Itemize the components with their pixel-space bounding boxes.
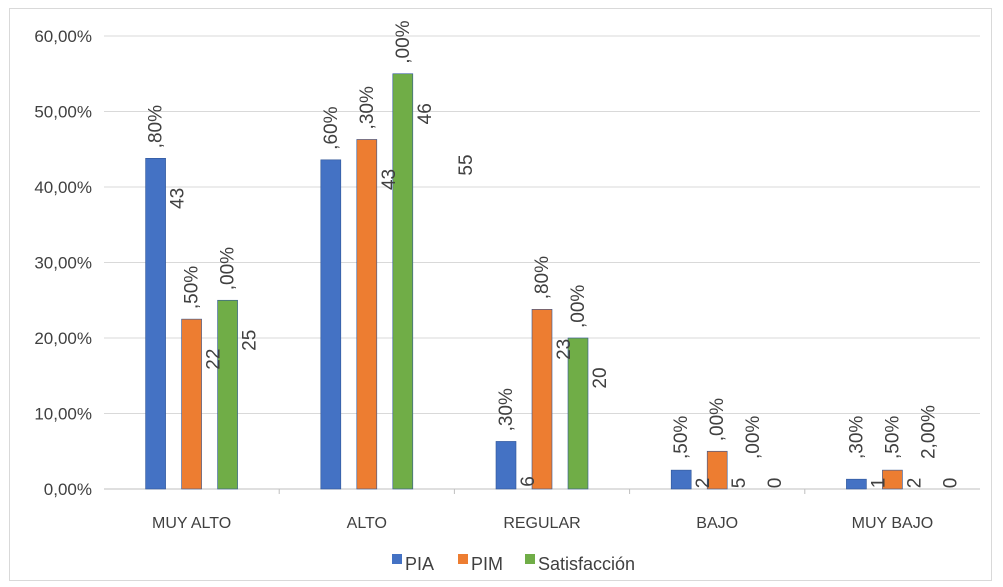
data-label: ,50%: [882, 416, 903, 459]
data-label: 6: [518, 476, 539, 487]
data-label: ,30%: [357, 86, 378, 129]
gridlines: [104, 35, 980, 490]
data-label: 5: [729, 478, 750, 489]
bar-pia-2: [495, 441, 517, 490]
bar-satisfacción-1: [392, 73, 414, 490]
bar-pim-2: [531, 309, 553, 490]
data-label: ,80%: [532, 256, 553, 299]
bars: [145, 73, 903, 490]
data-label: 0: [765, 478, 786, 489]
data-label: 2,00%: [918, 405, 939, 459]
bar-satisfacción-2: [567, 337, 589, 490]
legend-swatch: [458, 554, 468, 564]
legend-label: Satisfacción: [538, 554, 635, 574]
y-tick-label: 30,00%: [34, 254, 92, 273]
x-tick-label: MUY BAJO: [852, 515, 934, 532]
x-tick-label: BAJO: [696, 515, 738, 532]
data-label: 43: [168, 188, 189, 209]
bar-satisfacción-0: [217, 299, 238, 490]
data-label: ,00%: [743, 416, 764, 459]
bar-pia-1: [320, 159, 342, 490]
legend-swatch: [392, 554, 402, 564]
y-tick-label: 50,00%: [34, 103, 92, 122]
data-labels: ,80%43,50%22,00%25,60% ,30%43,00%46,30%6,…: [146, 20, 962, 488]
x-tick-label: MUY ALTO: [152, 515, 231, 532]
x-axis-ticks: MUY ALTO ALTO REGULAR BAJO MUY BAJO: [152, 489, 933, 532]
x-tick-label: REGULAR: [503, 515, 580, 532]
data-label: ,00%: [707, 398, 728, 441]
data-label: 0: [940, 478, 961, 489]
data-label: ,50%: [182, 266, 203, 309]
data-label: 1: [868, 478, 889, 489]
data-label: 46: [415, 103, 436, 124]
data-label: ,00%: [393, 20, 414, 63]
bar-pia-3: [670, 469, 692, 490]
legend-label: PIA: [405, 554, 434, 574]
legend-label: PIM: [471, 554, 503, 574]
y-tick-label: 0,00%: [44, 480, 92, 499]
data-label: ,80%: [146, 105, 167, 148]
data-label: ,30%: [496, 388, 517, 431]
data-label: 23: [554, 339, 575, 360]
data-label: ,00%: [218, 247, 239, 290]
data-label: 2: [693, 478, 714, 489]
data-label: 43: [379, 169, 400, 190]
data-label: ,50%: [671, 416, 692, 459]
data-label: 25: [240, 330, 261, 351]
data-label: 20: [590, 367, 611, 388]
data-label: ,00%: [568, 285, 589, 328]
data-label: 2: [904, 478, 925, 489]
y-tick-label: 60,00%: [34, 27, 92, 46]
data-label: 22: [204, 349, 225, 370]
legend: PIA PIM Satisfacción: [392, 554, 635, 574]
y-tick-label: 10,00%: [34, 405, 92, 424]
x-tick-label: ALTO: [347, 515, 387, 532]
y-tick-label: 40,00%: [34, 178, 92, 197]
data-label: 55: [456, 154, 477, 175]
data-label: ,30%: [846, 416, 867, 459]
bar-pim-3: [706, 450, 728, 490]
y-axis-ticks: 0,00% 10,00% 20,00% 30,00% 40,00% 50,00% 60,00…: [34, 27, 92, 499]
bar-pim-1: [356, 139, 378, 490]
data-label: ,60%: [321, 106, 342, 149]
bar-pim-0: [181, 318, 202, 490]
bar-pim-4: [882, 469, 903, 490]
y-tick-label: 20,00%: [34, 329, 92, 348]
bar-pia-0: [145, 158, 166, 490]
legend-swatch: [525, 554, 535, 564]
bar-pia-4: [846, 478, 867, 490]
